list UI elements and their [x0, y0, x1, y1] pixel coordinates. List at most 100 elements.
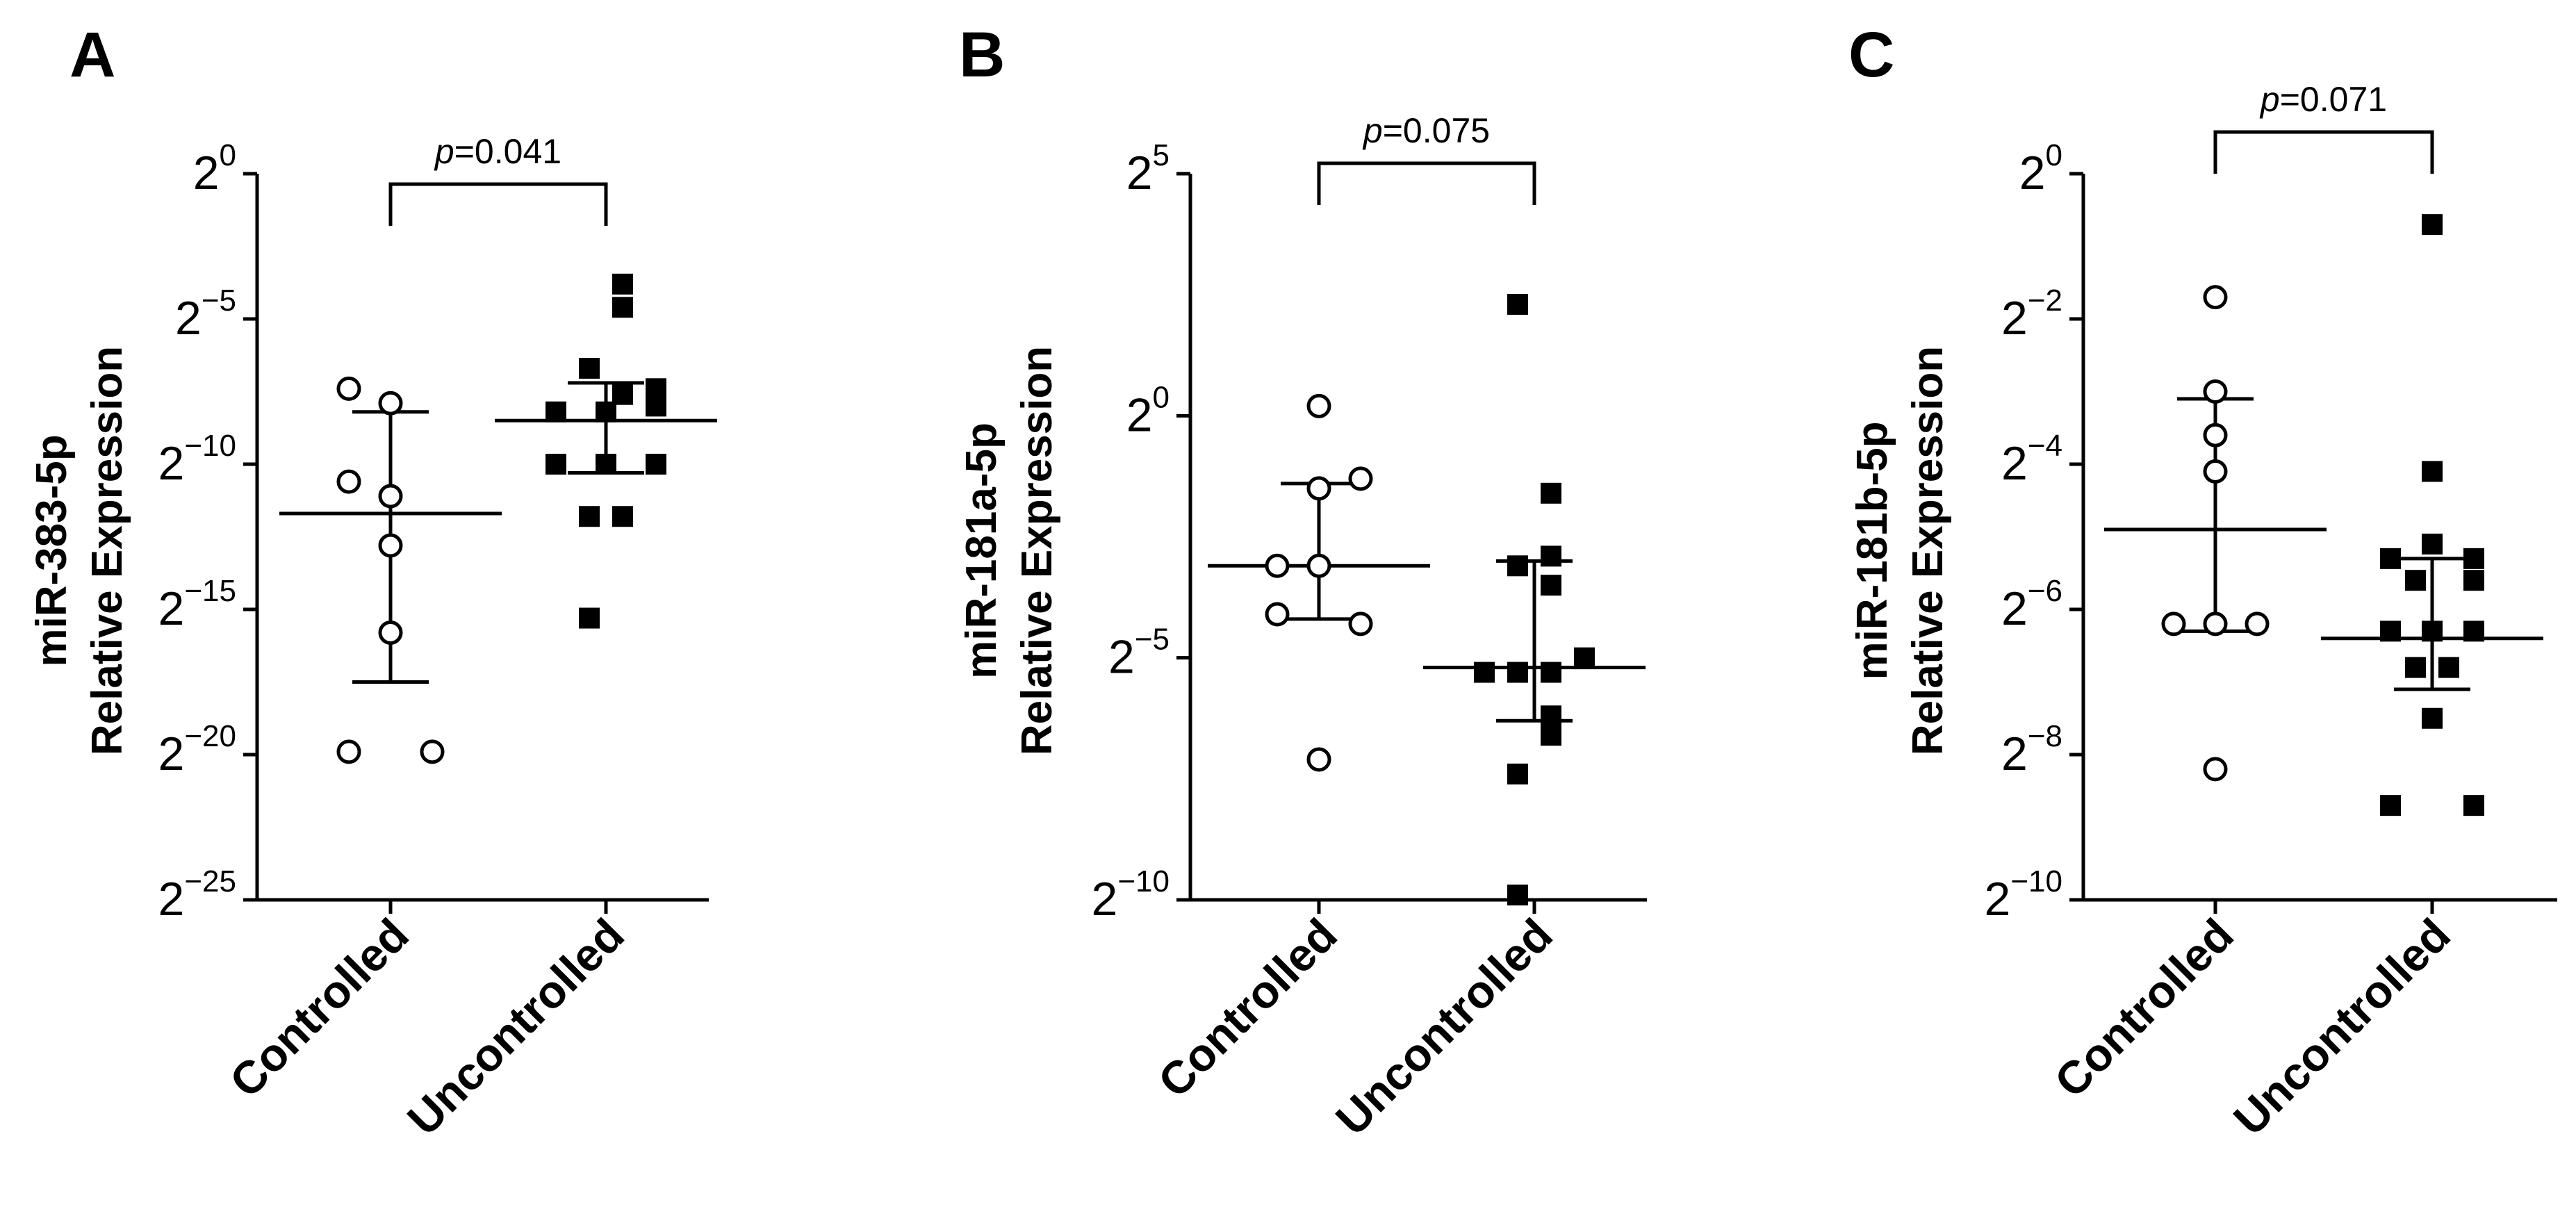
data-point: [2405, 657, 2426, 678]
data-point: [378, 484, 403, 509]
data-point: [596, 454, 616, 475]
data-point: [2463, 570, 2484, 591]
y-axis-label: miR-181a-5p Relative Expression: [958, 346, 1061, 755]
significance-bracket: [2213, 130, 2434, 174]
y-tick-label: 2−20: [158, 719, 236, 780]
data-point: [2463, 621, 2484, 642]
panel-letter: C: [1848, 19, 1894, 90]
category-label-uncontrolled: Uncontrolled: [397, 909, 634, 1145]
data-point: [1541, 662, 1561, 683]
series-controlled: [279, 376, 502, 764]
data-point: [2203, 379, 2228, 404]
significance-bracket: [388, 182, 608, 226]
y-tick-label: 2−8: [2001, 719, 2062, 780]
data-point: [646, 395, 666, 417]
category-label-controlled: Controlled: [220, 909, 418, 1108]
category-label-controlled: Controlled: [2044, 909, 2243, 1108]
data-point: [1507, 763, 1528, 785]
data-point: [2380, 795, 2401, 816]
data-point: [2422, 533, 2443, 555]
p-value-label: p=0.071: [2259, 80, 2387, 119]
y-tick-label: 2−6: [2001, 574, 2062, 635]
data-point: [2422, 621, 2443, 642]
data-point: [1507, 294, 1528, 315]
y-tick-label: 2−5: [175, 284, 236, 345]
panel-letter: A: [69, 19, 115, 90]
category-label-controlled: Controlled: [1148, 909, 1347, 1108]
data-point: [378, 533, 403, 558]
data-point: [336, 376, 361, 401]
y-tick-label: 20: [1126, 380, 1170, 441]
data-point: [2463, 795, 2484, 816]
data-point: [1541, 482, 1561, 504]
y-tick-label: 2−2: [2001, 284, 2062, 345]
data-point: [612, 273, 633, 295]
data-point: [1306, 393, 1331, 418]
data-point: [420, 739, 445, 764]
data-point: [579, 506, 600, 527]
data-point: [2203, 422, 2228, 447]
y-axis-label: miR-181b-5p Relative Expression: [1848, 346, 1952, 755]
data-point: [646, 454, 666, 475]
series-uncontrolled: [495, 273, 717, 629]
y-axis-label-line1: miR-383-5p: [28, 434, 76, 666]
data-point: [378, 391, 403, 416]
data-point: [1474, 662, 1495, 683]
y-tick-label: 2−4: [2001, 429, 2062, 490]
data-point: [1507, 662, 1528, 683]
data-point: [579, 358, 600, 379]
panel-letter: B: [959, 19, 1005, 90]
data-point: [1348, 611, 1373, 636]
data-point: [612, 506, 633, 527]
y-tick-label: 2−10: [158, 429, 236, 490]
data-point: [612, 297, 633, 318]
y-tick-label: 25: [1126, 138, 1170, 199]
data-point: [596, 401, 616, 422]
p-value-label: p=0.075: [1362, 111, 1490, 150]
data-point: [1507, 555, 1528, 577]
data-point: [2438, 657, 2459, 678]
data-point: [2161, 611, 2186, 636]
data-point: [2422, 214, 2443, 236]
data-point: [1541, 575, 1561, 596]
data-point: [378, 620, 403, 645]
series-controlled: [1208, 393, 1430, 772]
y-tick-label: 2−15: [158, 574, 236, 635]
y-tick-label: 2−10: [1092, 864, 1170, 926]
data-point: [1541, 705, 1561, 727]
data-point: [2203, 285, 2228, 310]
data-point: [646, 378, 666, 400]
significance-bracket: [1317, 161, 1536, 205]
data-point: [1541, 725, 1561, 746]
data-point: [2380, 621, 2401, 642]
data-point: [1574, 647, 1595, 668]
data-point: [2245, 611, 2270, 636]
y-axis-label-line1: miR-181a-5p: [958, 422, 1006, 679]
data-point: [1348, 466, 1373, 491]
y-axis-label-line2: Relative Expression: [1904, 346, 1952, 755]
y-axis-label-line2: Relative Expression: [1013, 346, 1061, 755]
category-label-uncontrolled: Uncontrolled: [1326, 909, 1562, 1145]
data-point: [1306, 553, 1331, 578]
data-point: [545, 454, 566, 475]
data-point: [336, 469, 361, 494]
data-point: [612, 384, 633, 405]
data-point: [2405, 570, 2426, 591]
data-point: [2203, 757, 2228, 782]
y-tick-label: 2−25: [158, 864, 236, 926]
data-point: [1306, 476, 1331, 501]
data-point: [336, 739, 361, 764]
y-tick-label: 20: [2019, 138, 2062, 199]
data-point: [2380, 548, 2401, 569]
y-axis-label: miR-383-5p Relative Expression: [28, 346, 131, 755]
series-controlled: [2104, 285, 2327, 782]
series-uncontrolled: [1423, 294, 1646, 906]
y-tick-label: 2−10: [1985, 864, 2062, 926]
data-point: [2203, 611, 2228, 636]
category-label-uncontrolled: Uncontrolled: [2224, 909, 2460, 1145]
y-axis-label-line1: miR-181b-5p: [1848, 421, 1896, 680]
